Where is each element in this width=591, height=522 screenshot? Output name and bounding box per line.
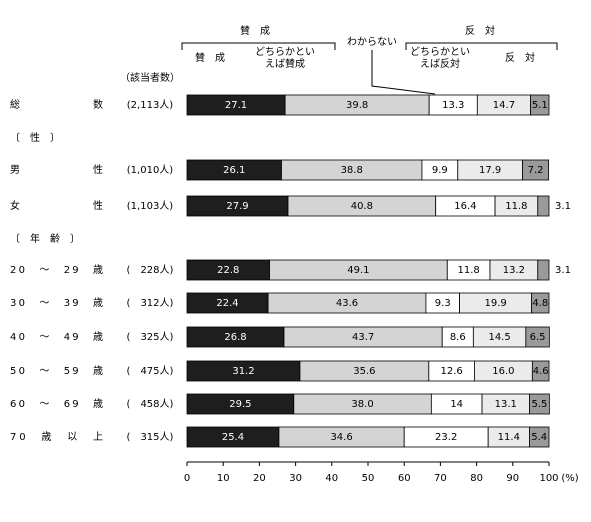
- bar-segment: [530, 94, 550, 116]
- bar-segment: [529, 426, 550, 448]
- value-label: 19.9: [484, 298, 506, 309]
- x-tick-label: 30: [289, 473, 302, 484]
- x-tick-label: 100: [539, 473, 558, 484]
- value-label: 39.8: [346, 100, 368, 111]
- value-label: 5.5: [531, 399, 547, 410]
- value-label: 25.4: [222, 432, 244, 443]
- value-label: 38.0: [351, 399, 373, 410]
- count-label: (1,010人): [127, 164, 174, 176]
- value-label: 11.8: [458, 265, 480, 276]
- x-tick-label: 80: [470, 473, 483, 484]
- value-label: 26.8: [224, 332, 246, 343]
- value-label: 34.6: [330, 432, 352, 443]
- section-label: 〔 性 〕: [10, 131, 60, 144]
- value-label: 4.6: [533, 366, 549, 377]
- x-tick-label: 0: [184, 473, 190, 484]
- value-label: 5.4: [531, 432, 547, 443]
- value-label: 31.2: [232, 366, 254, 377]
- category-label: 20 ～ 29 歳: [10, 264, 103, 276]
- value-label: 3.1: [555, 201, 571, 212]
- value-label: 27.1: [225, 100, 247, 111]
- bar-segment: [537, 195, 550, 217]
- group-label: 賛 成: [240, 24, 270, 37]
- value-label: 7.2: [528, 165, 544, 176]
- count-label: ( 315人): [127, 431, 174, 443]
- value-label: 49.1: [347, 265, 369, 276]
- x-tick-label: 40: [325, 473, 338, 484]
- count-label: ( 312人): [127, 297, 174, 309]
- value-label: 13.1: [495, 399, 517, 410]
- value-label: 29.5: [229, 399, 251, 410]
- value-label: 4.8: [532, 298, 548, 309]
- bar-segment: [525, 326, 550, 348]
- value-label: 17.9: [479, 165, 501, 176]
- category-label: 70 歳 以 上: [10, 431, 103, 443]
- value-label: 14: [450, 399, 463, 410]
- bar-segment: [531, 360, 550, 382]
- value-label: 40.8: [351, 201, 373, 212]
- value-label: 26.1: [223, 165, 245, 176]
- x-tick-label: 70: [434, 473, 447, 484]
- value-label: 35.6: [353, 366, 375, 377]
- value-label: 16.0: [492, 366, 514, 377]
- value-label: 43.6: [336, 298, 358, 309]
- leader-line: [371, 50, 436, 95]
- x-unit: (%): [561, 473, 578, 484]
- value-label: 11.8: [505, 201, 527, 212]
- count-header: （該当者数）: [120, 71, 180, 84]
- category-label: 女性: [10, 199, 103, 212]
- legend-label: どちらかといえば賛成: [255, 46, 315, 70]
- section-label: 〔 年 齢 〕: [10, 232, 80, 245]
- value-label: 23.2: [435, 432, 457, 443]
- count-label: (2,113人): [127, 99, 174, 111]
- count-label: ( 475人): [127, 365, 174, 377]
- legend-label: 反 対: [505, 51, 535, 64]
- value-label: 6.5: [530, 332, 546, 343]
- legend-label: わからない: [347, 36, 397, 48]
- value-label: 22.4: [216, 298, 238, 309]
- value-label: 14.5: [488, 332, 510, 343]
- x-tick-label: 10: [217, 473, 230, 484]
- bar-segment: [529, 393, 550, 415]
- category-label: 50 ～ 59 歳: [10, 365, 103, 377]
- legend-brackets: [181, 42, 558, 95]
- value-label: 22.8: [217, 265, 239, 276]
- value-label: 43.7: [352, 332, 374, 343]
- count-label: ( 228人): [127, 264, 174, 276]
- value-label: 9.3: [435, 298, 451, 309]
- value-label: 14.7: [493, 100, 515, 111]
- group-label: 反 対: [465, 24, 495, 37]
- value-label: 8.6: [450, 332, 466, 343]
- x-tick-label: 20: [253, 473, 266, 484]
- value-label: 38.8: [341, 165, 363, 176]
- value-label: 11.4: [498, 432, 520, 443]
- value-label: 12.6: [440, 366, 462, 377]
- x-tick-label: 90: [506, 473, 519, 484]
- x-tick-label: 50: [362, 473, 375, 484]
- bracket: [181, 42, 336, 50]
- value-label: 5.1: [532, 100, 548, 111]
- value-label: 27.9: [226, 201, 248, 212]
- bar-segment: [522, 159, 550, 181]
- value-label: 3.1: [555, 265, 571, 276]
- value-label: 16.4: [454, 201, 476, 212]
- category-label: 60 ～ 69 歳: [10, 398, 103, 410]
- count-label: (1,103人): [127, 200, 174, 212]
- legend-label: どちらかといえば反対: [410, 46, 470, 70]
- value-label: 13.3: [442, 100, 464, 111]
- bar-segment: [531, 292, 550, 314]
- category-label: 男性: [10, 163, 103, 176]
- bracket: [405, 42, 558, 50]
- count-label: ( 458人): [127, 398, 174, 410]
- category-label: 総数: [10, 98, 103, 111]
- category-label: 40 ～ 49 歳: [10, 331, 103, 343]
- category-label: 30 ～ 39 歳: [10, 297, 103, 309]
- x-tick-label: 60: [398, 473, 411, 484]
- value-label: 9.9: [432, 165, 448, 176]
- legend-label: 賛 成: [195, 51, 225, 64]
- bar-segment: [537, 259, 550, 281]
- count-label: ( 325人): [127, 331, 174, 343]
- value-label: 13.2: [503, 265, 525, 276]
